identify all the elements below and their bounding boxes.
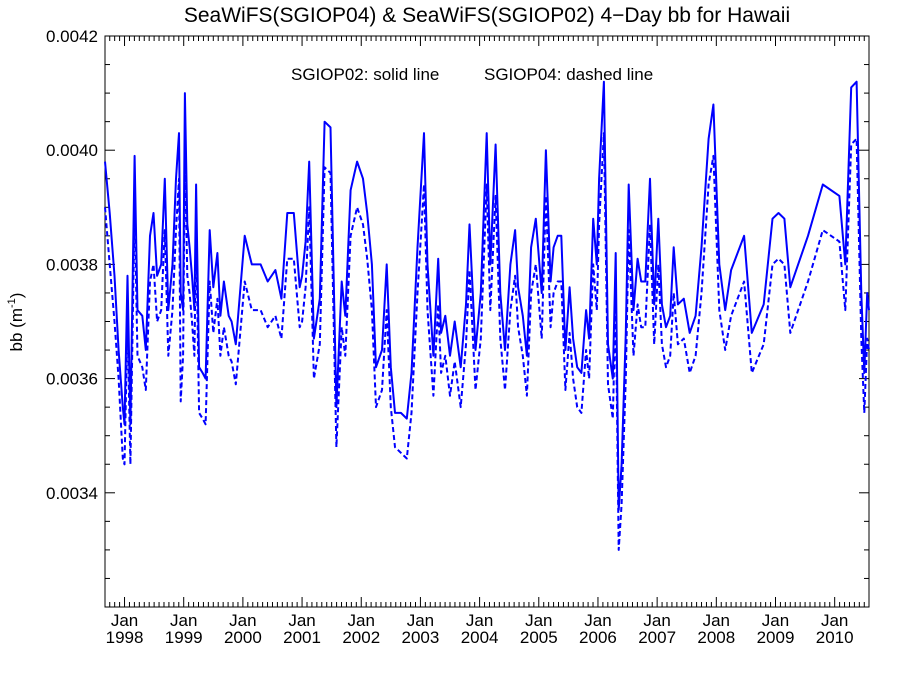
series-layer bbox=[104, 80, 870, 551]
plot-border bbox=[104, 35, 870, 608]
x-tick-month-label: Jan bbox=[703, 611, 730, 630]
y-tick-label: 0.0036 bbox=[46, 370, 98, 389]
chart-title: SeaWiFS(SGIOP04) & SeaWiFS(SGIOP02) 4−Da… bbox=[184, 4, 790, 27]
series-line-sgiop02 bbox=[104, 80, 870, 511]
x-tick-month-label: Jan bbox=[466, 611, 493, 630]
x-tick-year-label: 2000 bbox=[224, 628, 262, 647]
y-axis-label-superscript: -1 bbox=[6, 298, 18, 308]
x-tick-month-label: Jan bbox=[643, 611, 670, 630]
y-axis-label-close: ) bbox=[7, 293, 26, 299]
x-tick-month-label: Jan bbox=[584, 611, 611, 630]
x-tick-month-label: Jan bbox=[525, 611, 552, 630]
x-tick-month-label: Jan bbox=[288, 611, 315, 630]
x-tick-year-label: 2001 bbox=[283, 628, 321, 647]
x-tick-year-label: 2003 bbox=[402, 628, 440, 647]
x-tick-year-label: 2005 bbox=[520, 628, 558, 647]
x-tick-year-label: 2006 bbox=[579, 628, 617, 647]
x-tick-year-label: 2007 bbox=[638, 628, 676, 647]
y-axis: 0.0034 0.0036 0.0038 0.0040 0.0042 bbox=[46, 27, 869, 608]
x-tick-year-label: 1999 bbox=[165, 628, 203, 647]
y-tick-label: 0.0042 bbox=[46, 27, 98, 46]
y-tick-label: 0.0040 bbox=[46, 141, 98, 160]
x-tick-year-label: 2010 bbox=[816, 628, 854, 647]
x-tick-month-label: Jan bbox=[111, 611, 138, 630]
plot-frame bbox=[104, 35, 870, 608]
x-tick-month-label: Jan bbox=[821, 611, 848, 630]
y-axis-label-text: bb (m bbox=[7, 308, 26, 351]
series-line-sgiop04 bbox=[104, 132, 870, 551]
x-tick-month-label: Jan bbox=[348, 611, 375, 630]
x-tick-month-label: Jan bbox=[407, 611, 434, 630]
legend-dashed-annotation: SGIOP04: dashed line bbox=[484, 65, 653, 84]
y-tick-label: 0.0034 bbox=[46, 484, 98, 503]
x-tick-month-label: Jan bbox=[229, 611, 256, 630]
x-tick-year-label: 2009 bbox=[757, 628, 795, 647]
x-axis: Jan1998Jan1999Jan2000Jan2001Jan2002Jan20… bbox=[106, 36, 865, 647]
x-tick-year-label: 2002 bbox=[342, 628, 380, 647]
x-tick-year-label: 2004 bbox=[461, 628, 499, 647]
x-tick-month-label: Jan bbox=[170, 611, 197, 630]
x-tick-year-label: 2008 bbox=[697, 628, 735, 647]
legend-solid-annotation: SGIOP02: solid line bbox=[291, 65, 439, 84]
y-tick-label: 0.0038 bbox=[46, 255, 98, 274]
y-axis-label: bb (m-1) bbox=[6, 293, 26, 352]
x-tick-year-label: 1998 bbox=[106, 628, 144, 647]
x-tick-month-label: Jan bbox=[762, 611, 789, 630]
